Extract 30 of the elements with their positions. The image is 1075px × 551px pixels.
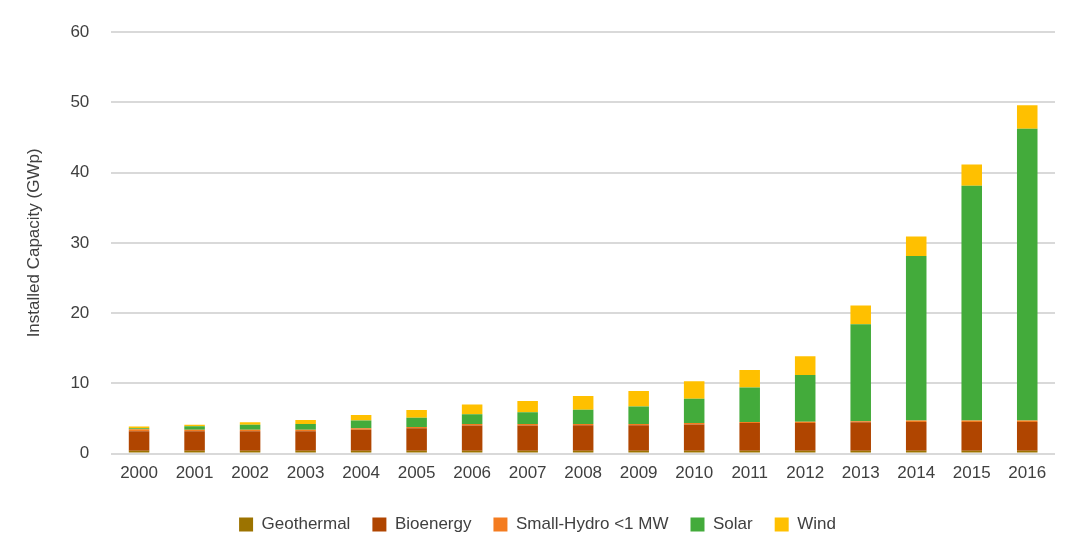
x-tick-label: 2013 xyxy=(841,463,880,483)
x-tick-label: 2009 xyxy=(619,463,658,483)
x-tick-label: 2003 xyxy=(286,463,325,483)
legend-label: Wind xyxy=(797,514,836,534)
y-tick-label: 10 xyxy=(70,373,90,393)
y-axis-title: Installed Capacity (GWp) xyxy=(23,148,43,338)
x-tick-label: 2001 xyxy=(175,463,214,483)
x-tick-label: 2006 xyxy=(453,463,492,483)
legend-label: Small-Hydro <1 MW xyxy=(515,514,669,534)
x-tick-label: 2005 xyxy=(397,463,436,483)
legend-label: Bioenergy xyxy=(394,514,472,534)
legend-label: Solar xyxy=(713,514,754,534)
x-tick-label: 2004 xyxy=(342,463,381,483)
legend-label: Geothermal xyxy=(261,514,351,534)
x-tick-label: 2012 xyxy=(786,463,825,483)
y-tick-label: 40 xyxy=(70,162,90,182)
y-tick-label: 60 xyxy=(70,21,90,41)
x-tick-label: 2002 xyxy=(231,463,269,483)
y-tick-label: 0 xyxy=(79,443,90,463)
x-tick-label: 2010 xyxy=(675,463,714,483)
y-tick-label: 20 xyxy=(70,302,90,322)
x-tick-label: 2008 xyxy=(564,463,603,483)
y-tick-label: 30 xyxy=(70,232,90,252)
x-tick-label: 2016 xyxy=(1008,463,1047,483)
x-tick-label: 2007 xyxy=(508,463,547,483)
x-tick-label: 2015 xyxy=(952,463,991,483)
x-tick-label: 2011 xyxy=(731,463,768,483)
y-tick-label: 50 xyxy=(70,92,90,112)
x-tick-label: 2000 xyxy=(120,463,158,483)
x-tick-label: 2014 xyxy=(897,463,936,483)
